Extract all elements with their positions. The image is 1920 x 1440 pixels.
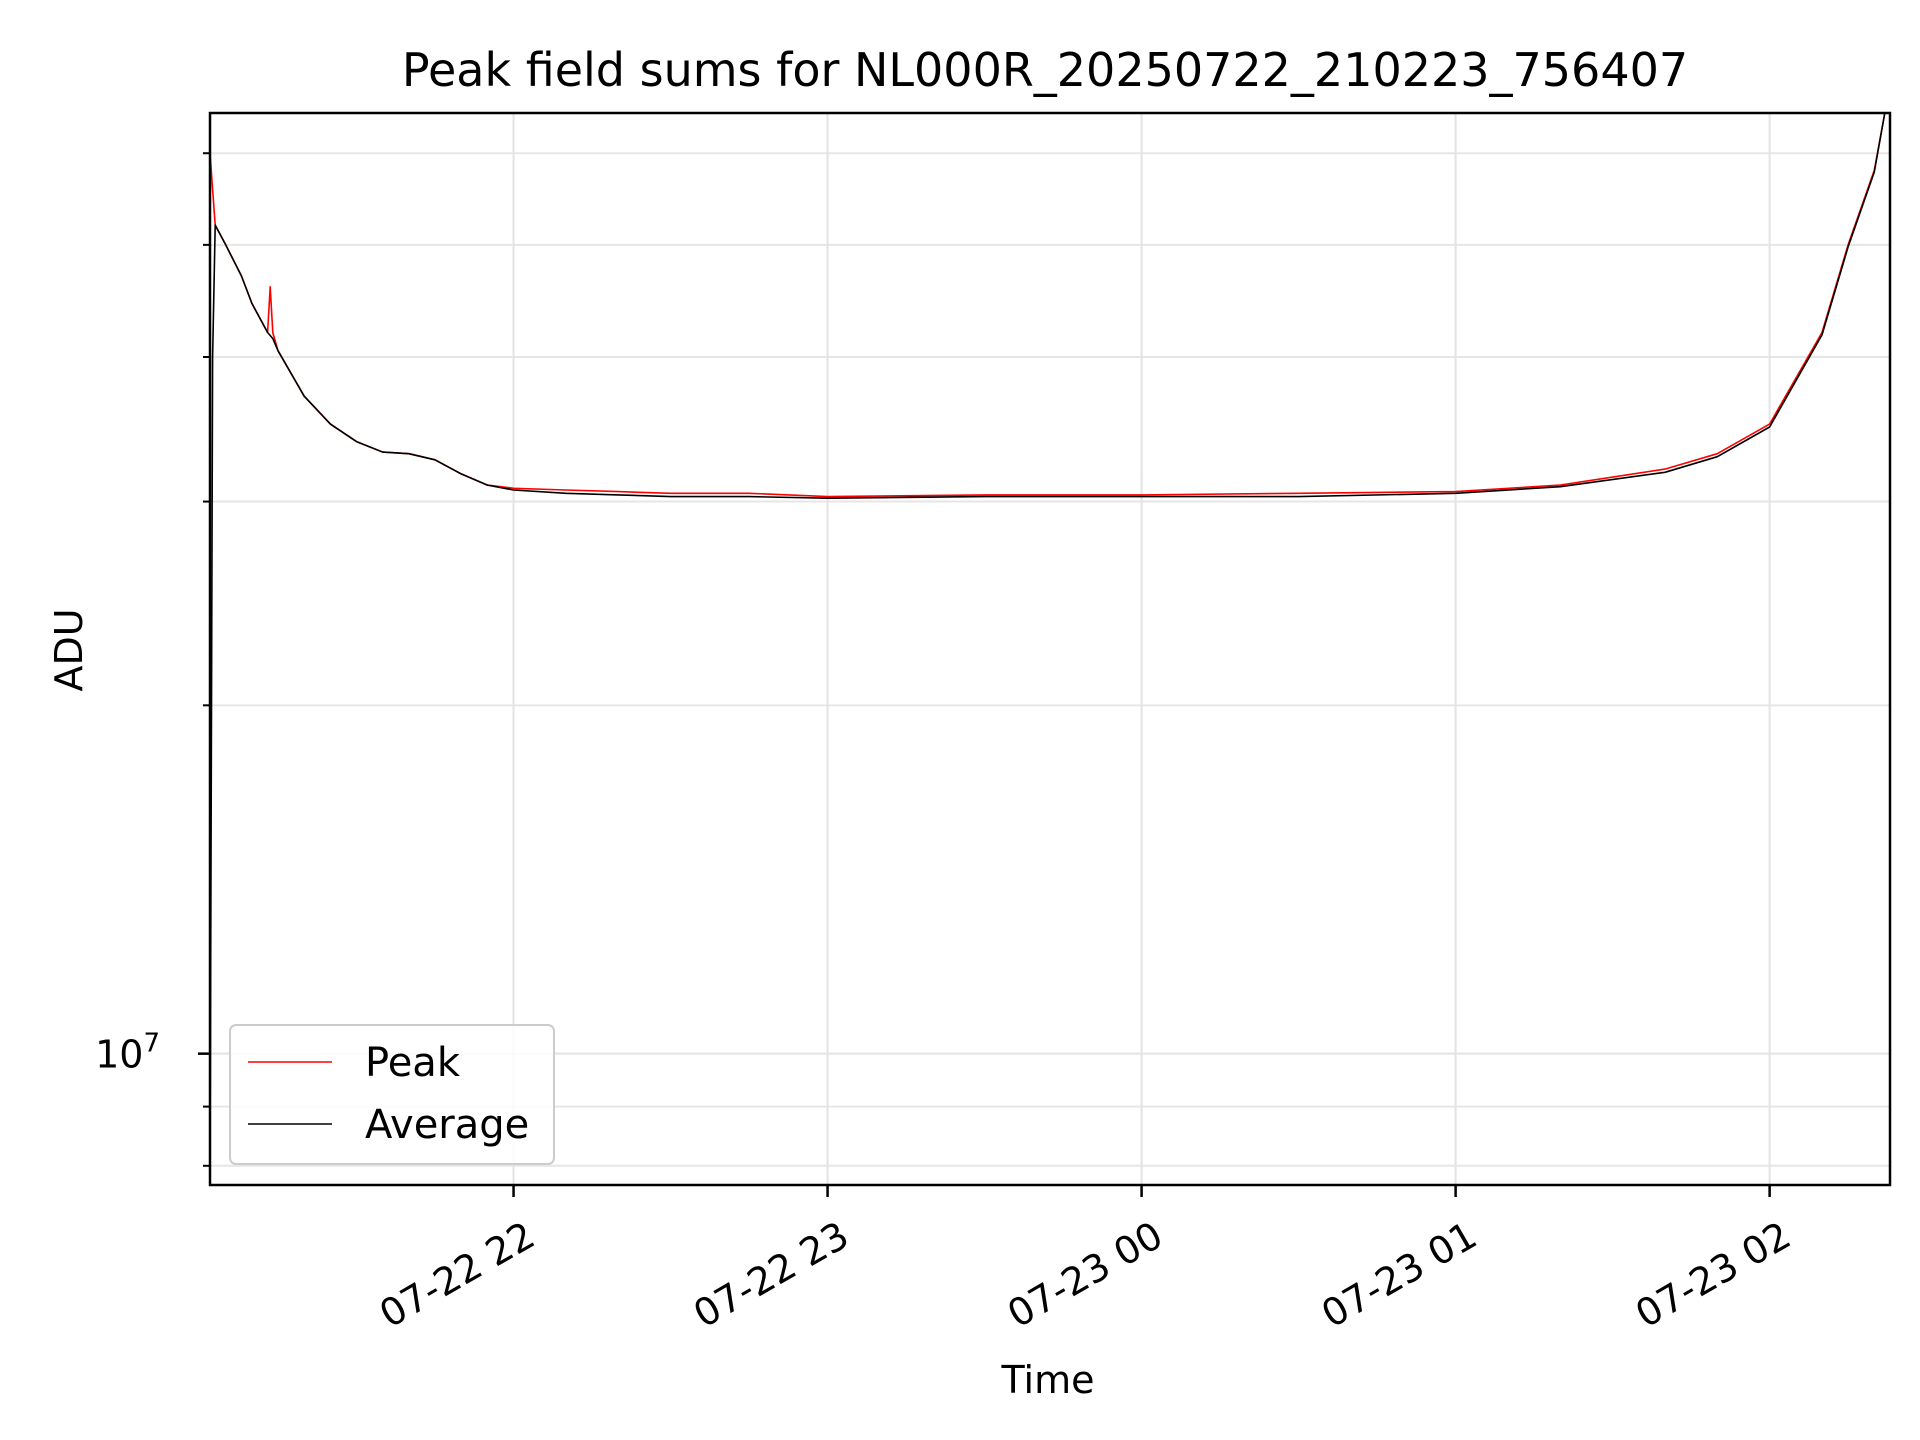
series-line-average xyxy=(209,112,1886,1186)
legend: Peak Average xyxy=(229,1024,555,1165)
x-axis-label: Time xyxy=(1001,1358,1095,1402)
series-group xyxy=(209,112,1886,1186)
y-tick-exponent: 7 xyxy=(143,1029,160,1059)
legend-label-average: Average xyxy=(365,1102,529,1148)
x-tick-label: 07-22 22 xyxy=(372,1213,542,1337)
y-tick-mantissa: 10 xyxy=(95,1033,143,1077)
x-tick-label: 07-23 02 xyxy=(1628,1213,1798,1337)
y-tick-label: 107 xyxy=(95,1029,160,1077)
y-axis-label: ADU xyxy=(47,608,91,691)
chart-title: Peak field sums for NL000R_20250722_2102… xyxy=(402,43,1688,97)
plot-frame xyxy=(208,111,1892,1187)
legend-label-peak: Peak xyxy=(365,1040,461,1086)
legend-box xyxy=(229,1024,555,1165)
series-line-peak xyxy=(209,112,1886,498)
x-tick-label: 07-23 01 xyxy=(1314,1213,1484,1337)
x-tick-label: 07-22 23 xyxy=(686,1213,856,1337)
x-tick-label: 07-23 00 xyxy=(1000,1213,1170,1337)
plot-area xyxy=(210,113,1890,1185)
